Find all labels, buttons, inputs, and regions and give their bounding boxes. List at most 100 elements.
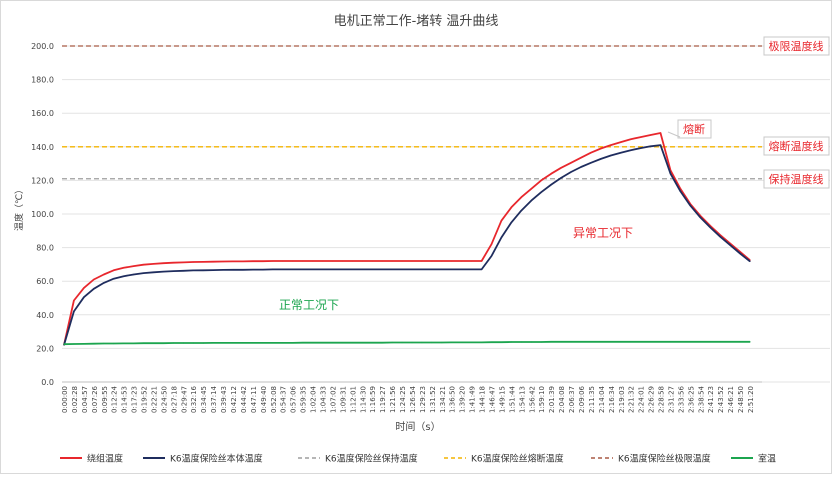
x-tick-label: 1:31:52 (429, 386, 437, 413)
data-point (441, 260, 443, 262)
series-lines (63, 132, 751, 346)
x-tick-label: 1:26:54 (409, 385, 417, 413)
legend-label: K6温度保险丝极限温度 (618, 453, 711, 465)
x-tick-label: 0:44:42 (240, 386, 248, 413)
data-point (451, 341, 453, 343)
annotation-abnormal: 异常工况下 (573, 226, 633, 240)
data-point (361, 342, 363, 344)
data-point (640, 341, 642, 343)
data-point (580, 166, 582, 168)
data-point (530, 188, 532, 190)
data-point (590, 162, 592, 164)
data-point (232, 342, 234, 344)
data-point (103, 342, 105, 345)
x-tick-label: 0:04:57 (81, 386, 89, 413)
data-point (411, 268, 413, 271)
data-point (272, 342, 274, 344)
x-tick-label: 0:07:26 (91, 385, 99, 413)
annotation-limit-text: 极限温度线 (769, 39, 824, 53)
data-point (510, 341, 512, 343)
legend-label: 绕组温度 (87, 453, 123, 465)
data-point (590, 341, 592, 343)
data-point (411, 260, 413, 262)
data-point (341, 268, 343, 271)
data-point (262, 260, 264, 262)
data-point (451, 260, 453, 262)
x-tick-label: 1:21:56 (389, 385, 397, 413)
data-point (371, 342, 373, 344)
x-tick-label: 1:59:10 (538, 386, 546, 413)
annotation-normal: 正常工况下 (279, 298, 339, 312)
data-point (749, 341, 751, 343)
data-point (242, 269, 244, 271)
x-tick-label: 1:36:50 (449, 386, 457, 413)
x-tick-label: 1:44:18 (479, 386, 487, 413)
data-point (73, 343, 75, 345)
data-point (272, 260, 274, 262)
x-tick-label: 0:49:40 (260, 386, 268, 413)
data-point (113, 278, 115, 280)
y-tick-label: 100.0 (31, 210, 54, 219)
data-point (600, 341, 602, 343)
data-point (630, 149, 632, 151)
data-point (719, 236, 721, 238)
data-point (500, 220, 503, 222)
data-point (739, 252, 741, 255)
x-tick-label: 2:51:20 (747, 386, 755, 413)
data-point (83, 343, 85, 345)
data-point (351, 342, 353, 344)
x-tick-label: 1:34:21 (439, 386, 447, 413)
x-tick-label: 2:46:21 (727, 386, 735, 413)
data-point (550, 173, 552, 175)
data-point (550, 341, 552, 343)
data-point (242, 260, 244, 262)
x-tick-label: 0:12:24 (111, 385, 119, 413)
data-point (123, 267, 125, 269)
data-point (182, 342, 184, 344)
data-point (331, 260, 334, 262)
data-point (391, 341, 393, 344)
data-point (669, 341, 672, 343)
data-point (679, 341, 682, 343)
annotation-hold-text: 保持温度线 (769, 172, 824, 186)
data-point (351, 260, 353, 262)
data-point (709, 341, 711, 343)
data-point (152, 271, 155, 273)
x-tick-label: 0:29:47 (180, 386, 188, 413)
x-tick-label: 0:14:53 (121, 386, 129, 413)
data-point (192, 261, 194, 263)
x-tick-label: 1:39:20 (459, 386, 467, 413)
x-tick-label: 1:07:02 (329, 386, 337, 413)
y-tick-label: 40.0 (36, 311, 54, 320)
data-point (649, 145, 652, 147)
x-tick-label: 2:26:29 (648, 386, 656, 413)
gridlines (62, 45, 830, 383)
data-point (302, 342, 304, 344)
data-point (461, 341, 463, 343)
data-point (321, 260, 324, 262)
data-point (113, 342, 115, 345)
annotation-fuse-line: 熔断温度线 (763, 136, 830, 156)
data-point (232, 260, 234, 262)
data-point (669, 173, 672, 175)
data-point (471, 341, 473, 343)
x-tick-label: 1:46:47 (489, 386, 497, 413)
data-point (212, 342, 214, 344)
data-point (222, 269, 224, 271)
data-point (222, 260, 224, 263)
x-tick-label: 1:24:25 (399, 386, 407, 413)
data-point (242, 342, 244, 344)
data-point (311, 342, 314, 344)
data-point (292, 268, 294, 271)
data-point (411, 341, 413, 344)
data-point (560, 341, 562, 343)
data-point (391, 260, 393, 262)
data-point (699, 216, 701, 218)
data-point (530, 341, 532, 343)
data-point (371, 260, 373, 262)
data-point (282, 268, 284, 271)
data-point (560, 177, 562, 179)
data-point (649, 341, 652, 343)
data-point (401, 268, 403, 271)
x-tick-label: 0:02:28 (71, 386, 79, 413)
